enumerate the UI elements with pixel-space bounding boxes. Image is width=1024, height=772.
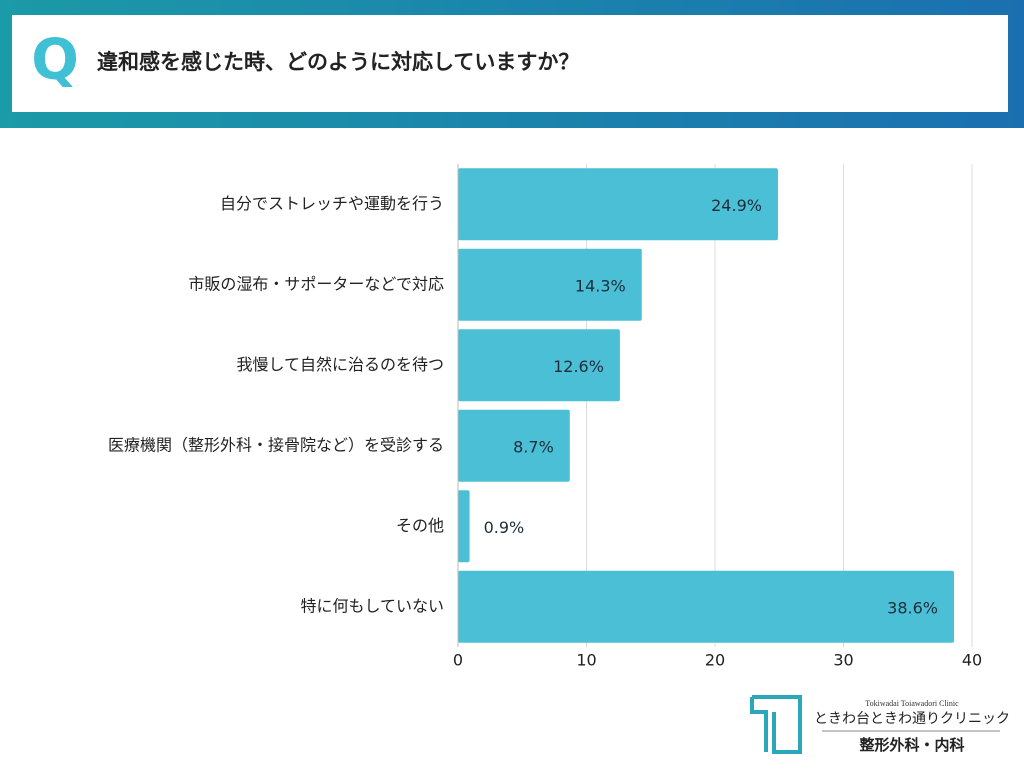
- bar: [458, 490, 470, 563]
- question-badge: Q: [31, 28, 79, 93]
- bar: [458, 248, 642, 321]
- logo-subtitle: Tokiwadai Toiawadori Clinic: [865, 699, 959, 708]
- x-tick-label: 20: [705, 651, 725, 670]
- bar: [458, 409, 570, 482]
- category-label: 医療機関（整形外科・接骨院など）を受診する: [108, 435, 444, 454]
- value-label: 14.3%: [575, 276, 626, 295]
- x-tick-label: 0: [453, 651, 463, 670]
- category-label: 市販の湿布・サポーターなどで対応: [188, 274, 444, 293]
- logo-icon: [750, 695, 802, 754]
- value-label: 0.9%: [484, 518, 525, 537]
- logo-department: 整形外科・内科: [859, 736, 964, 754]
- logo-name: ときわ台ときわ通りクリニック: [814, 711, 1010, 727]
- category-label: 特に何もしていない: [300, 596, 444, 615]
- x-tick-label: 10: [576, 651, 596, 670]
- header-box: [12, 15, 1008, 112]
- value-label: 12.6%: [553, 357, 604, 376]
- x-tick-label: 40: [962, 651, 982, 670]
- bar: [458, 570, 955, 643]
- bar: [458, 168, 778, 241]
- category-label: その他: [396, 516, 444, 535]
- chart-title: 違和感を感じた時、どのように対応していますか？: [97, 50, 579, 74]
- value-label: 38.6%: [887, 598, 938, 617]
- bar: [458, 329, 620, 402]
- x-tick-label: 30: [833, 651, 853, 670]
- category-label: 自分でストレッチや運動を行う: [220, 194, 444, 213]
- logo: Tokiwadai Toiawadori Clinic ときわ台ときわ通りクリニ…: [750, 695, 1010, 754]
- value-label: 8.7%: [513, 437, 554, 456]
- category-label: 我慢して自然に治るのを待つ: [236, 355, 444, 374]
- value-label: 24.9%: [711, 196, 762, 215]
